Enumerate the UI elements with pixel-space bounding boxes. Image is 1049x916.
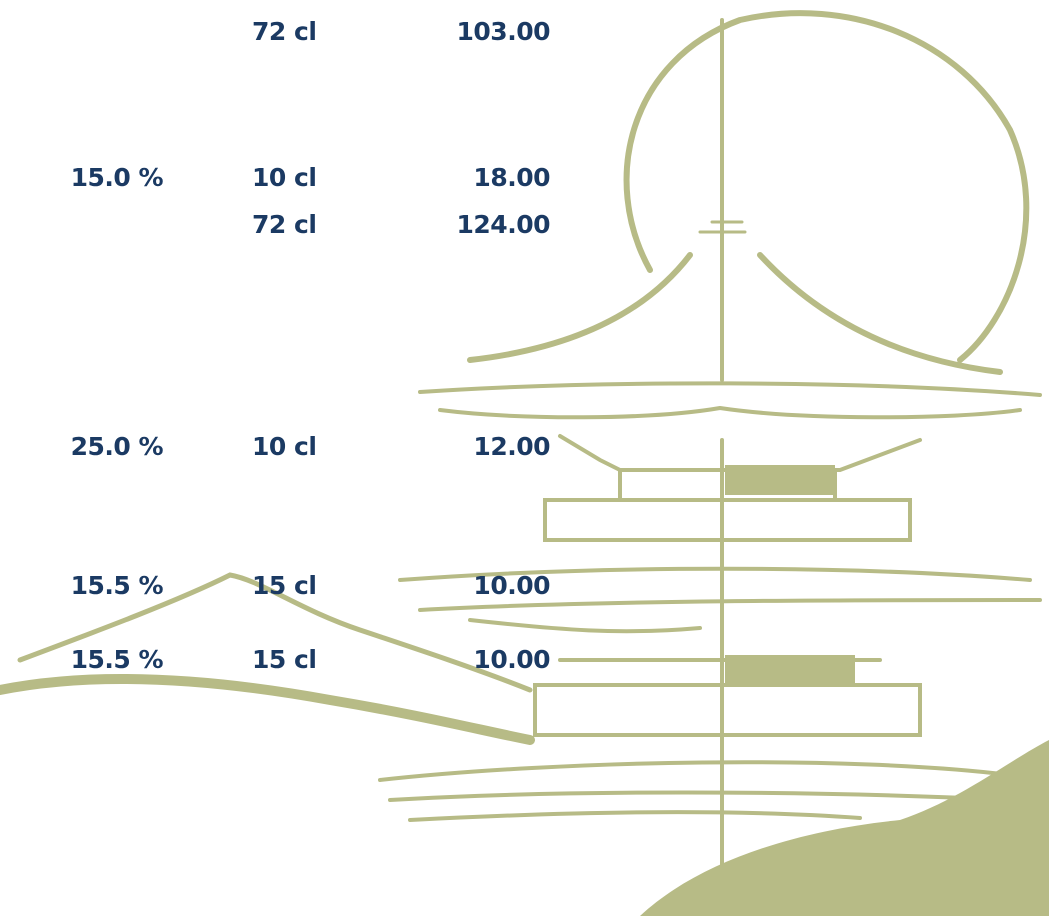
- price: 124.00: [457, 208, 550, 242]
- volume: 15 cl: [252, 643, 316, 677]
- price: 18.00: [473, 161, 550, 195]
- abv: 15.5 %: [71, 643, 163, 677]
- volume: 10 cl: [252, 161, 316, 195]
- price: 10.00: [473, 569, 550, 603]
- abv: 15.5 %: [71, 569, 163, 603]
- page: {"menu": {"rows": [ {"volume": "72 cl", …: [0, 0, 1049, 916]
- menu-row: 15.0 % 10 cl 18.00: [0, 161, 600, 195]
- price: 10.00: [473, 643, 550, 677]
- volume: 15 cl: [252, 569, 316, 603]
- price: 103.00: [457, 15, 550, 49]
- menu-row: 72 cl 124.00: [0, 208, 600, 242]
- volume: 10 cl: [252, 430, 316, 464]
- abv: 15.0 %: [71, 161, 163, 195]
- menu-row: 25.0 % 10 cl 12.00: [0, 430, 600, 464]
- menu-row: 72 cl 103.00: [0, 15, 600, 49]
- volume: 72 cl: [252, 208, 316, 242]
- price-list: 72 cl 103.00 15.0 % 10 cl 18.00 72 cl 124.00 25…: [0, 0, 1049, 916]
- menu-row: 15.5 % 15 cl 10.00: [0, 643, 600, 677]
- price: 12.00: [473, 430, 550, 464]
- menu-row: 15.5 % 15 cl 10.00: [0, 569, 600, 603]
- abv: 25.0 %: [71, 430, 163, 464]
- volume: 72 cl: [252, 15, 316, 49]
